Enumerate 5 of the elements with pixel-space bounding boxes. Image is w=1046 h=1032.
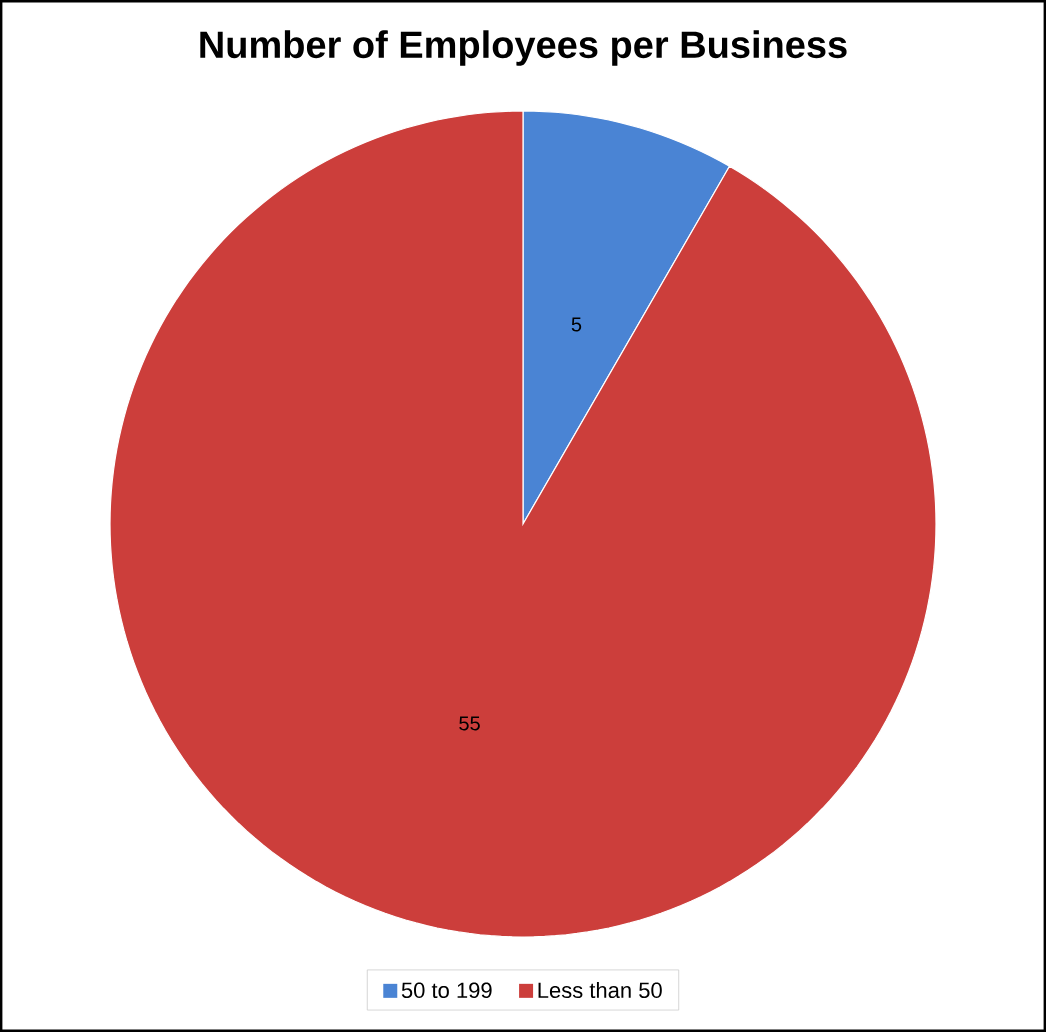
chart-title: Number of Employees per Business [200,30,847,66]
data-label: 55 [459,716,480,731]
legend-label: Less than 50 [538,981,662,999]
data-label: 5 [571,317,582,332]
legend-label: 50 to 199 [401,982,492,999]
